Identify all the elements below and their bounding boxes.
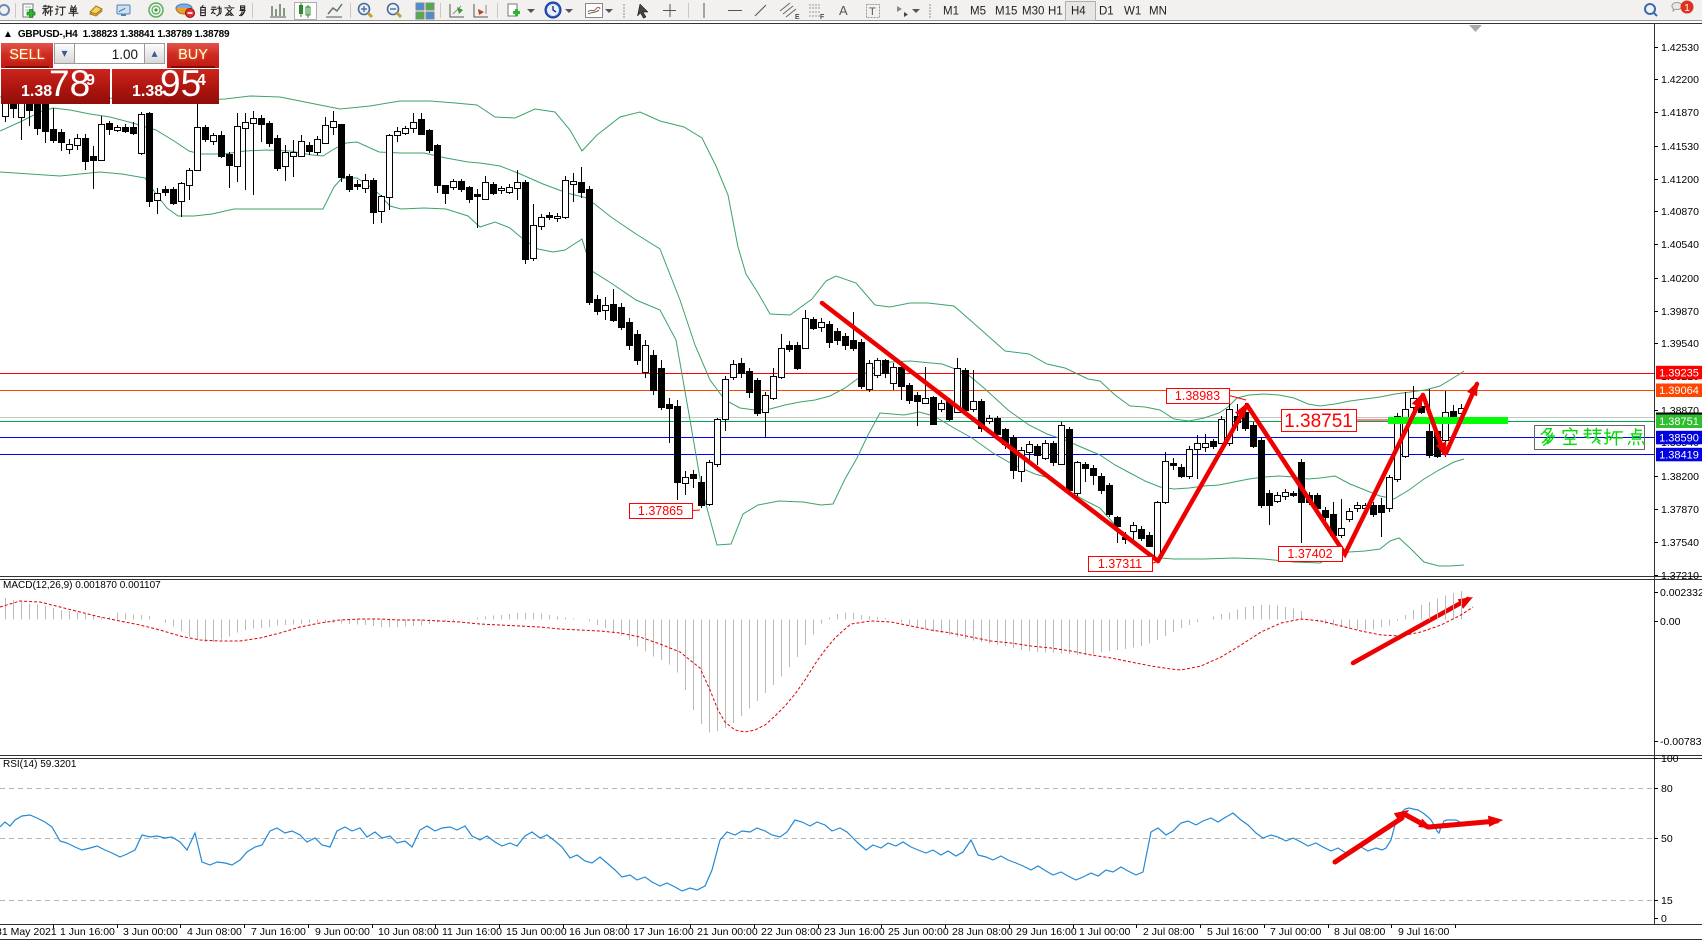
svg-text:1.39540: 1.39540: [1661, 338, 1699, 350]
svg-text:23 Jun 16:00: 23 Jun 16:00: [824, 926, 885, 938]
svg-text:-0.007836: -0.007836: [1660, 736, 1702, 748]
svg-text:MACD(12,26,9) 0.001870 0.00110: MACD(12,26,9) 0.001870 0.001107: [3, 580, 161, 591]
svg-text:1 Jun 16:00: 1 Jun 16:00: [60, 926, 115, 938]
svg-text:1.39870: 1.39870: [1661, 306, 1699, 318]
svg-text:1.41530: 1.41530: [1661, 141, 1699, 153]
svg-text:17 Jun 16:00: 17 Jun 16:00: [633, 926, 694, 938]
svg-text:1.42200: 1.42200: [1661, 74, 1699, 86]
svg-text:1.37865: 1.37865: [638, 504, 683, 518]
svg-text:1.41200: 1.41200: [1661, 174, 1699, 186]
svg-text:1.37311: 1.37311: [1098, 557, 1142, 571]
svg-text:21 Jun 00:00: 21 Jun 00:00: [697, 926, 758, 938]
svg-text:D1: D1: [1099, 6, 1114, 18]
svg-text:1.42530: 1.42530: [1661, 42, 1699, 54]
svg-text:H1: H1: [1048, 6, 1063, 18]
svg-text:9 Jun 00:00: 9 Jun 00:00: [315, 926, 370, 938]
svg-text:MN: MN: [1149, 6, 1167, 18]
svg-text:1.38751: 1.38751: [1284, 411, 1353, 432]
svg-text:16 Jun 08:00: 16 Jun 08:00: [569, 926, 630, 938]
svg-text:31 May 2021: 31 May 2021: [0, 926, 57, 938]
svg-text:0: 0: [1661, 913, 1667, 925]
svg-text:1.37402: 1.37402: [1287, 547, 1332, 561]
svg-text:0.00: 0.00: [1660, 616, 1681, 628]
svg-text:22 Jun 08:00: 22 Jun 08:00: [761, 926, 822, 938]
svg-text:5 Jul 16:00: 5 Jul 16:00: [1207, 926, 1259, 938]
svg-text:25 Jun 00:00: 25 Jun 00:00: [888, 926, 949, 938]
svg-text:29 Jun 16:00: 29 Jun 16:00: [1016, 926, 1077, 938]
svg-text:M5: M5: [970, 6, 986, 18]
svg-text:1.40540: 1.40540: [1661, 239, 1699, 251]
svg-text:T: T: [869, 6, 876, 18]
svg-text:15: 15: [1661, 895, 1673, 907]
svg-text:E: E: [795, 14, 800, 21]
svg-text:1 Jul 00:00: 1 Jul 00:00: [1079, 926, 1131, 938]
svg-text:1.41870: 1.41870: [1661, 107, 1699, 119]
svg-text:10 Jun 08:00: 10 Jun 08:00: [378, 926, 439, 938]
svg-text:80: 80: [1661, 783, 1673, 795]
svg-text:1.37210: 1.37210: [1661, 570, 1699, 582]
svg-text:W1: W1: [1124, 6, 1141, 18]
svg-text:1.38751: 1.38751: [1659, 416, 1699, 428]
svg-text:1.39235: 1.39235: [1659, 367, 1699, 379]
svg-text:9 Jul 16:00: 9 Jul 16:00: [1398, 926, 1450, 938]
svg-text:1.39064: 1.39064: [1659, 385, 1699, 397]
svg-text:1.38419: 1.38419: [1659, 449, 1699, 461]
svg-text:1.40200: 1.40200: [1661, 273, 1699, 285]
svg-text:M30: M30: [1022, 6, 1044, 18]
svg-text:15 Jun 00:00: 15 Jun 00:00: [506, 926, 567, 938]
svg-text:1.40870: 1.40870: [1661, 206, 1699, 218]
svg-text:M15: M15: [995, 6, 1017, 18]
svg-text:7 Jun 16:00: 7 Jun 16:00: [251, 926, 306, 938]
svg-text:7 Jul 00:00: 7 Jul 00:00: [1270, 926, 1322, 938]
svg-text:2 Jul 08:00: 2 Jul 08:00: [1143, 926, 1195, 938]
svg-text:M1: M1: [943, 6, 959, 18]
svg-text:50: 50: [1661, 833, 1673, 845]
svg-text:1.38200: 1.38200: [1661, 471, 1699, 483]
svg-text:4 Jun 08:00: 4 Jun 08:00: [187, 926, 242, 938]
svg-text:8 Jul 08:00: 8 Jul 08:00: [1334, 926, 1386, 938]
svg-text:100: 100: [1661, 753, 1679, 765]
svg-text:3 Jun 00:00: 3 Jun 00:00: [123, 926, 178, 938]
svg-text:1.37540: 1.37540: [1661, 537, 1699, 549]
svg-text:11 Jun 16:00: 11 Jun 16:00: [442, 926, 502, 938]
svg-text:1.38983: 1.38983: [1175, 389, 1220, 403]
svg-text:H4: H4: [1071, 6, 1086, 18]
svg-text:28 Jun 08:00: 28 Jun 08:00: [952, 926, 1013, 938]
svg-text:0.002332: 0.002332: [1660, 587, 1702, 599]
svg-text:1: 1: [1684, 3, 1690, 14]
svg-text:F: F: [820, 14, 824, 21]
svg-text:RSI(14) 59.3201: RSI(14) 59.3201: [3, 759, 77, 770]
svg-text:1.37870: 1.37870: [1661, 504, 1699, 516]
svg-text:1.38590: 1.38590: [1659, 432, 1699, 444]
svg-text:A: A: [839, 3, 848, 18]
